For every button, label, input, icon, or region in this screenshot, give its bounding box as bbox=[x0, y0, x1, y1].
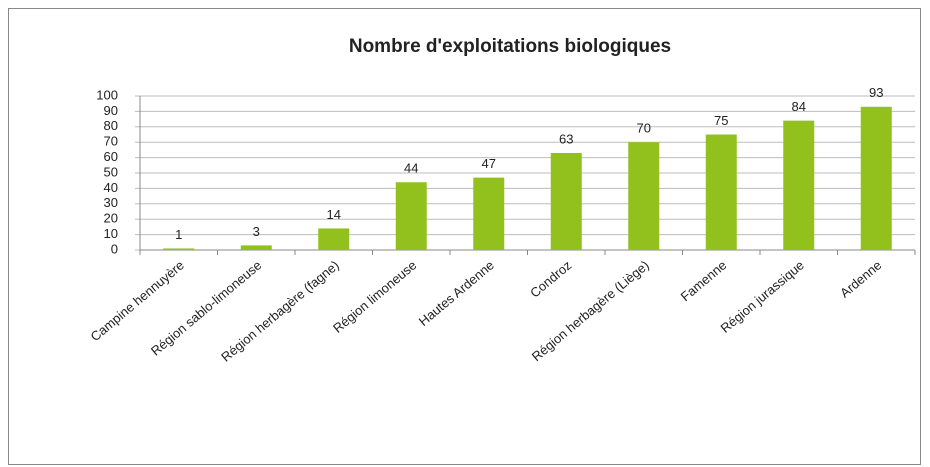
y-tick-label: 30 bbox=[104, 195, 118, 210]
data-label: 1 bbox=[175, 227, 182, 242]
y-tick-label: 90 bbox=[104, 103, 118, 118]
y-tick-label: 50 bbox=[104, 164, 118, 179]
chart-border bbox=[8, 8, 921, 465]
bar bbox=[163, 248, 195, 250]
y-tick-label: 60 bbox=[104, 149, 118, 164]
y-tick-label: 0 bbox=[111, 241, 118, 256]
data-label: 44 bbox=[404, 161, 418, 176]
bar bbox=[705, 134, 737, 250]
y-tick-label: 20 bbox=[104, 211, 118, 226]
bar bbox=[473, 177, 505, 250]
y-tick-label: 10 bbox=[104, 226, 118, 241]
bar bbox=[240, 245, 272, 250]
data-label: 70 bbox=[637, 121, 651, 136]
data-label: 93 bbox=[869, 85, 883, 100]
bar bbox=[860, 106, 892, 250]
bar bbox=[783, 120, 815, 250]
data-label: 3 bbox=[253, 224, 260, 239]
y-tick-label: 100 bbox=[96, 87, 118, 102]
bar bbox=[628, 142, 660, 250]
bar bbox=[318, 228, 350, 250]
data-label: 75 bbox=[714, 113, 728, 128]
y-tick-label: 40 bbox=[104, 180, 118, 195]
y-tick-label: 80 bbox=[104, 118, 118, 133]
data-label: 47 bbox=[482, 156, 496, 171]
bar bbox=[395, 182, 427, 250]
data-label: 14 bbox=[327, 207, 341, 222]
bar bbox=[550, 152, 582, 250]
chart-title: Nombre d'exploitations biologiques bbox=[349, 36, 671, 57]
y-tick-label: 70 bbox=[104, 134, 118, 149]
data-label: 63 bbox=[559, 131, 573, 146]
data-label: 84 bbox=[792, 99, 806, 114]
